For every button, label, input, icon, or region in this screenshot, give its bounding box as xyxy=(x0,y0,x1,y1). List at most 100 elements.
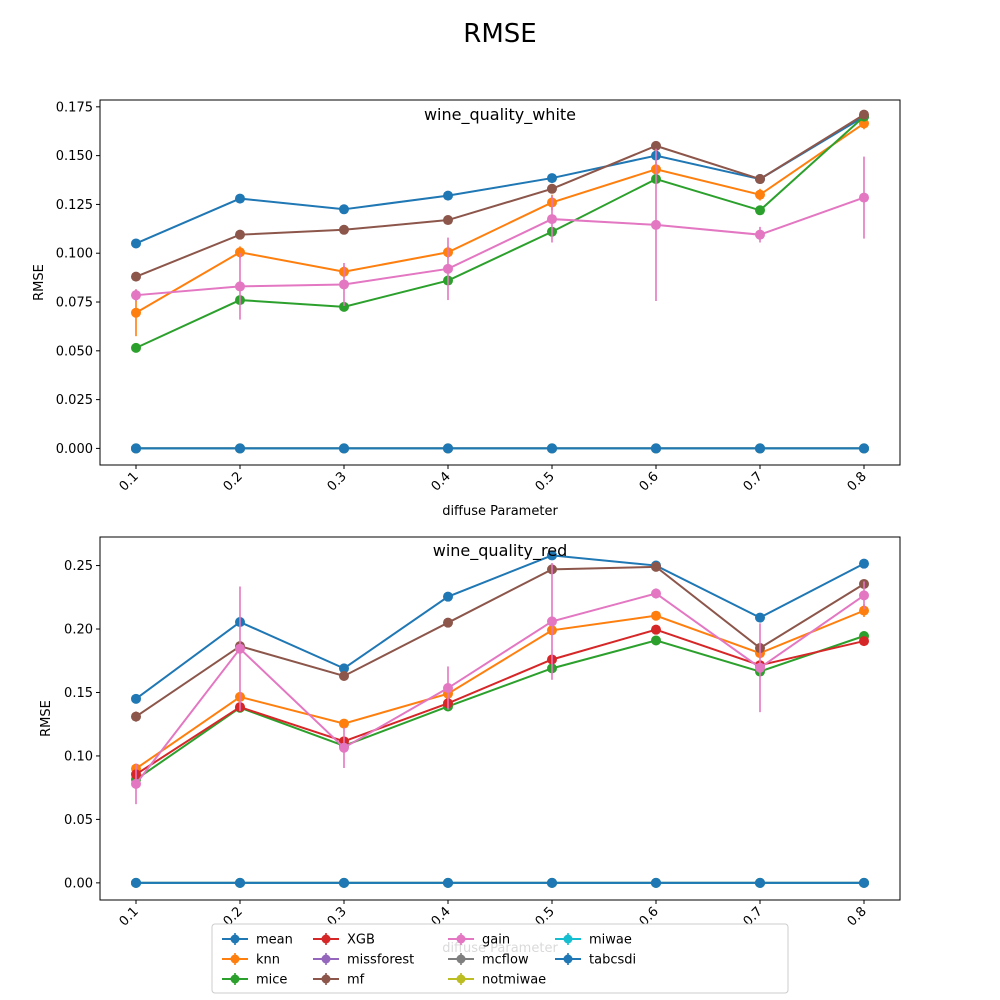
series-gain xyxy=(131,148,869,320)
legend-entry-tabcsdi: tabcsdi xyxy=(555,953,636,968)
data-point-mf xyxy=(131,711,141,722)
y-tick-label: 0.075 xyxy=(56,296,93,311)
data-point-knn xyxy=(859,605,869,616)
legend-swatch-marker xyxy=(456,934,466,944)
data-point-knn xyxy=(235,247,245,258)
series-tabcsdi xyxy=(131,443,869,454)
legend-label: mf xyxy=(347,973,365,988)
y-tick-label: 0.125 xyxy=(56,198,93,213)
legend-entry-mean: mean xyxy=(222,933,293,948)
legend-entry-gain: gain xyxy=(448,933,510,948)
legend-label: tabcsdi xyxy=(589,953,636,968)
data-point-mf xyxy=(547,183,557,194)
data-point-mf xyxy=(859,109,869,120)
series-line-gain xyxy=(135,592,865,785)
data-point-mean xyxy=(443,190,453,201)
y-tick-label: 0.025 xyxy=(56,393,93,408)
data-point-mf xyxy=(131,271,141,282)
legend-label: notmiwae xyxy=(482,973,546,988)
data-point-mf xyxy=(755,174,765,185)
data-point-gain xyxy=(651,219,661,230)
data-point-gain xyxy=(443,683,453,694)
legend-entry-miwae: miwae xyxy=(555,933,632,948)
data-point-tabcsdi xyxy=(443,877,453,888)
legend-label: miwae xyxy=(589,933,632,948)
legend-label: mice xyxy=(256,973,287,988)
data-point-mice xyxy=(131,342,141,353)
data-point-gain xyxy=(339,742,349,753)
legend: mean knn mice XGB missforest mf gain mcflow notm… xyxy=(211,923,789,994)
series-line-mice xyxy=(135,635,865,781)
data-point-tabcsdi xyxy=(755,877,765,888)
data-point-tabcsdi xyxy=(339,877,349,888)
y-tick-label: 0.05 xyxy=(64,813,93,828)
data-point-tabcsdi xyxy=(755,443,765,454)
legend-entry-missforest: missforest xyxy=(313,953,414,968)
legend-label: XGB xyxy=(347,933,375,948)
data-point-tabcsdi xyxy=(859,443,869,454)
y-tick-label: 0.000 xyxy=(56,442,93,457)
data-point-knn xyxy=(755,189,765,200)
data-point-tabcsdi xyxy=(547,443,557,454)
legend-swatch-marker xyxy=(230,934,240,944)
y-axis-label: RMSE xyxy=(32,264,47,301)
series-tabcsdi xyxy=(131,877,869,888)
data-point-gain xyxy=(755,662,765,673)
plot-frame xyxy=(99,536,901,901)
data-point-knn xyxy=(131,307,141,318)
figure-title: RMSE xyxy=(463,19,536,49)
data-point-gain xyxy=(235,643,245,654)
subplot-title: wine_quality_red xyxy=(433,541,567,561)
series-line-mice xyxy=(135,115,865,349)
data-point-tabcsdi xyxy=(235,877,245,888)
data-point-knn xyxy=(859,118,869,129)
data-point-gain xyxy=(547,616,557,627)
legend-entry-XGB: XGB xyxy=(313,933,375,948)
data-point-mean xyxy=(339,663,349,674)
series-gain xyxy=(131,563,869,805)
data-point-tabcsdi xyxy=(651,877,661,888)
legend-label: knn xyxy=(256,953,280,968)
data-point-gain xyxy=(131,778,141,789)
legend-swatch-marker xyxy=(456,974,466,984)
data-point-tabcsdi xyxy=(651,443,661,454)
data-point-gain xyxy=(339,279,349,290)
data-point-knn xyxy=(339,718,349,729)
data-point-mf xyxy=(235,229,245,240)
y-tick-label: 0.20 xyxy=(64,623,93,638)
y-tick-label: 0.10 xyxy=(64,749,93,764)
y-tick-label: 0.050 xyxy=(56,344,93,359)
legend-label: gain xyxy=(482,933,510,948)
subplot-title: wine_quality_white xyxy=(424,105,576,125)
y-tick-label: 0.25 xyxy=(64,559,93,574)
data-point-tabcsdi xyxy=(339,443,349,454)
data-point-mean xyxy=(131,693,141,704)
data-point-mean xyxy=(755,612,765,623)
data-point-mf xyxy=(339,224,349,235)
data-point-mean xyxy=(131,238,141,249)
data-point-mean xyxy=(443,591,453,602)
y-axis-label: RMSE xyxy=(39,700,54,737)
data-point-tabcsdi xyxy=(235,443,245,454)
series-line-mf xyxy=(135,113,865,278)
series-line-knn xyxy=(135,609,865,770)
data-point-tabcsdi xyxy=(547,877,557,888)
legend-swatch-marker xyxy=(456,954,466,964)
legend-label: mean xyxy=(256,933,293,948)
data-point-XGB xyxy=(859,636,869,647)
legend-entry-notmiwae: notmiwae xyxy=(448,973,546,988)
data-point-mf xyxy=(443,617,453,628)
plot-frame xyxy=(99,99,901,466)
series-line-mean xyxy=(135,115,865,245)
data-point-mean xyxy=(547,550,557,561)
series-mf xyxy=(131,109,869,282)
legend-swatch-marker xyxy=(321,974,331,984)
legend-label: missforest xyxy=(347,953,414,968)
data-point-tabcsdi xyxy=(131,443,141,454)
data-point-mice xyxy=(651,635,661,646)
data-point-gain xyxy=(859,192,869,203)
data-point-gain xyxy=(131,290,141,301)
data-point-mf xyxy=(339,670,349,681)
legend-label: mcflow xyxy=(482,953,529,968)
data-point-mean xyxy=(235,193,245,204)
